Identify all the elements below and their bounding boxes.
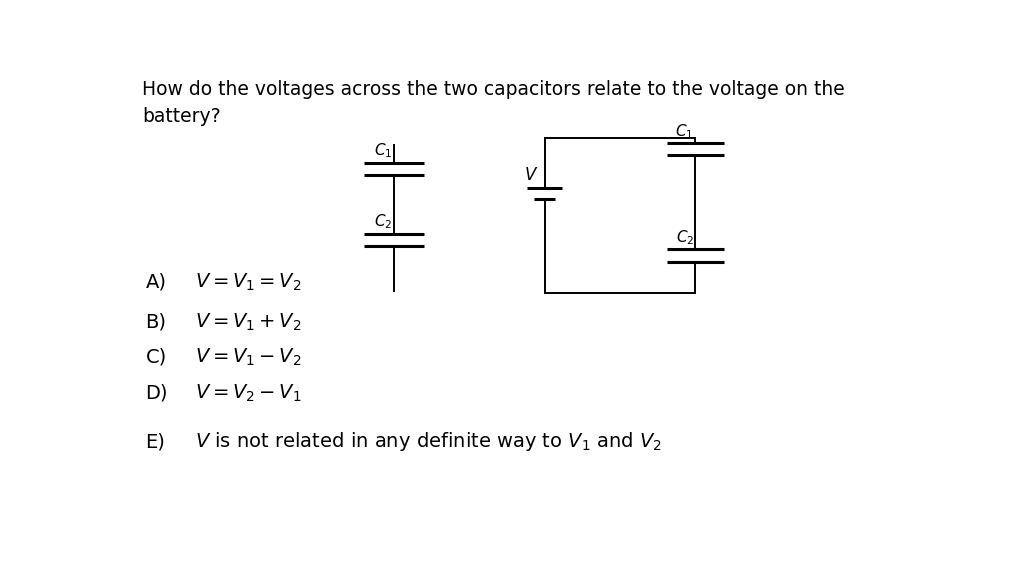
Text: $V$ is not related in any definite way to $V_1$ and $V_2$: $V$ is not related in any definite way t… (196, 430, 663, 453)
Text: $V$: $V$ (524, 165, 539, 184)
Text: C): C) (145, 348, 167, 367)
Text: $C_1$: $C_1$ (676, 122, 694, 141)
Text: $C_2$: $C_2$ (676, 228, 694, 247)
Text: $V = V_1 + V_2$: $V = V_1 + V_2$ (196, 311, 302, 332)
Text: D): D) (145, 384, 168, 403)
Text: $V = V_2 - V_1$: $V = V_2 - V_1$ (196, 382, 302, 404)
Text: $C_1$: $C_1$ (374, 142, 392, 161)
Text: $V = V_1 - V_2$: $V = V_1 - V_2$ (196, 347, 302, 368)
Text: E): E) (145, 432, 165, 451)
Text: battery?: battery? (142, 107, 221, 126)
Text: $C_2$: $C_2$ (374, 213, 392, 232)
Text: $V = V_1 = V_2$: $V = V_1 = V_2$ (196, 271, 302, 293)
Text: B): B) (145, 312, 167, 331)
Text: How do the voltages across the two capacitors relate to the voltage on the: How do the voltages across the two capac… (142, 80, 845, 99)
Text: A): A) (145, 272, 167, 291)
